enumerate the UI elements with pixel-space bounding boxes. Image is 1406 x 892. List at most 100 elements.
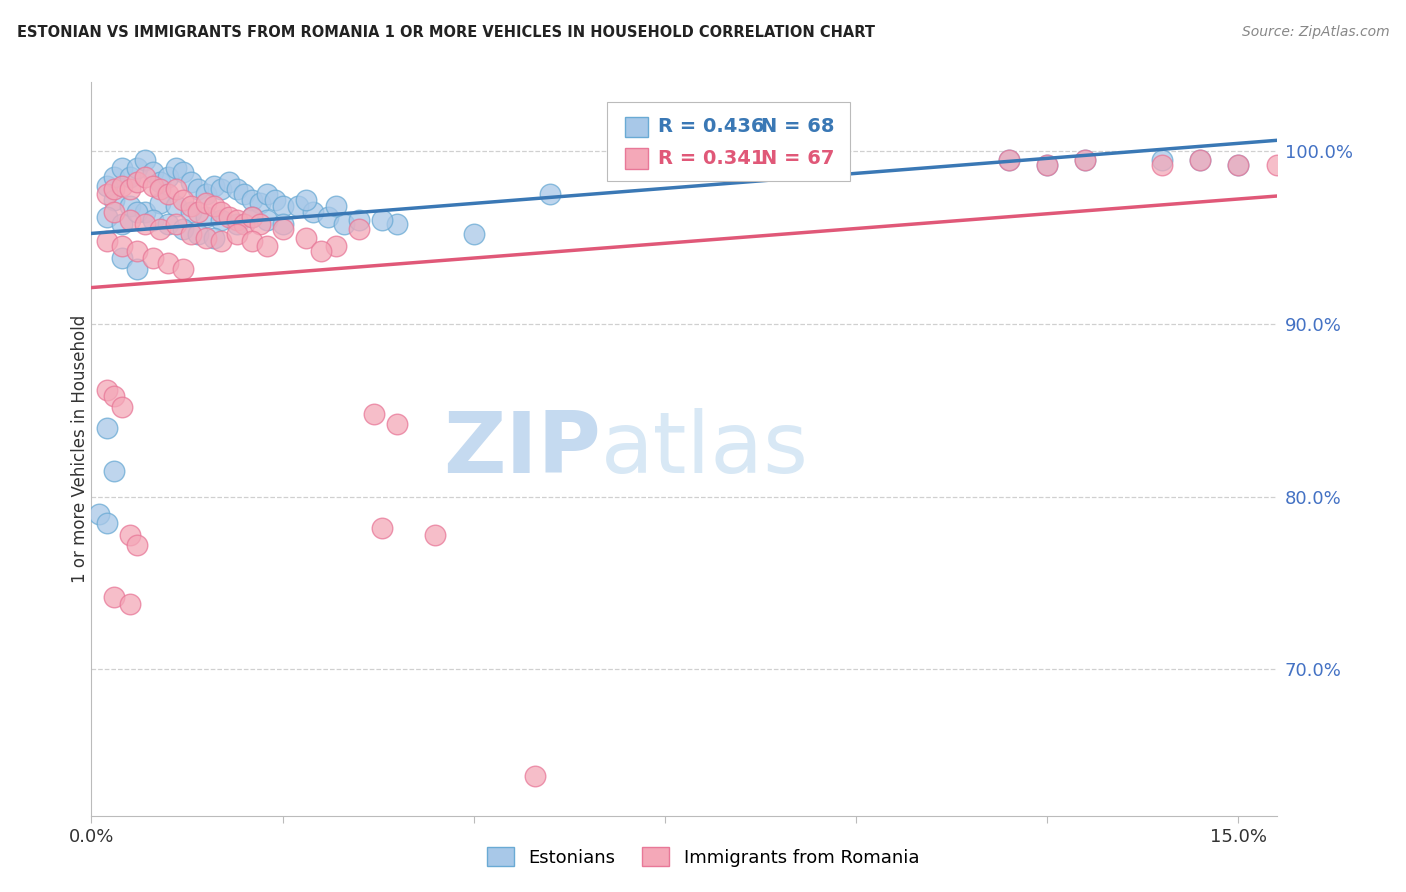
Text: ZIP: ZIP — [443, 408, 600, 491]
Point — [187, 182, 209, 196]
FancyBboxPatch shape — [624, 148, 648, 169]
Point — [156, 256, 179, 270]
Text: R = 0.341: R = 0.341 — [658, 149, 765, 168]
Point — [96, 383, 118, 397]
Point — [1189, 153, 1212, 167]
Point — [142, 165, 165, 179]
Point — [118, 182, 141, 196]
Point — [134, 153, 156, 167]
Point — [387, 417, 409, 431]
Point — [180, 227, 202, 241]
Point — [240, 210, 263, 224]
Point — [149, 175, 172, 189]
Point — [180, 204, 202, 219]
Point — [233, 187, 256, 202]
Point — [202, 199, 225, 213]
Point — [187, 227, 209, 241]
Point — [225, 182, 247, 196]
Point — [209, 182, 232, 196]
Point — [1150, 158, 1173, 172]
Point — [240, 210, 263, 224]
Point — [180, 175, 202, 189]
Point — [1265, 158, 1288, 172]
Legend: Estonians, Immigrants from Romania: Estonians, Immigrants from Romania — [479, 840, 927, 874]
Point — [294, 230, 316, 244]
Point — [134, 170, 156, 185]
Point — [209, 234, 232, 248]
Point — [103, 590, 125, 604]
Point — [127, 161, 149, 176]
Point — [271, 199, 294, 213]
Point — [318, 210, 340, 224]
Point — [256, 239, 278, 253]
Point — [1150, 153, 1173, 167]
Point — [127, 175, 149, 189]
Point — [998, 153, 1021, 167]
Point — [1036, 158, 1059, 172]
Point — [165, 199, 187, 213]
Text: N = 67: N = 67 — [761, 149, 834, 168]
Point — [96, 234, 118, 248]
Y-axis label: 1 or more Vehicles in Household: 1 or more Vehicles in Household — [72, 315, 89, 583]
Point — [325, 199, 347, 213]
Point — [187, 204, 209, 219]
Point — [149, 222, 172, 236]
Point — [225, 213, 247, 227]
Text: atlas: atlas — [600, 408, 808, 491]
Point — [172, 193, 194, 207]
Point — [998, 153, 1021, 167]
Point — [1189, 153, 1212, 167]
Point — [96, 420, 118, 434]
Point — [195, 196, 218, 211]
Text: R = 0.436: R = 0.436 — [658, 117, 765, 136]
Point — [172, 261, 194, 276]
Point — [103, 170, 125, 185]
Point — [233, 217, 256, 231]
Point — [118, 527, 141, 541]
Point — [111, 239, 134, 253]
Point — [347, 213, 370, 227]
Point — [347, 222, 370, 236]
Point — [111, 252, 134, 266]
Point — [165, 161, 187, 176]
Point — [325, 239, 347, 253]
Text: N = 68: N = 68 — [761, 117, 835, 136]
Point — [156, 170, 179, 185]
Point — [103, 464, 125, 478]
Point — [387, 217, 409, 231]
Point — [134, 217, 156, 231]
Point — [156, 187, 179, 202]
Point — [127, 538, 149, 552]
Point — [195, 210, 218, 224]
Point — [425, 527, 447, 541]
Point — [142, 178, 165, 193]
Point — [96, 210, 118, 224]
Point — [142, 252, 165, 266]
Point — [309, 244, 332, 259]
Point — [1036, 158, 1059, 172]
Point — [363, 407, 385, 421]
Point — [96, 178, 118, 193]
Point — [271, 222, 294, 236]
Point — [218, 210, 240, 224]
Point — [180, 199, 202, 213]
Point — [118, 170, 141, 185]
Point — [103, 204, 125, 219]
Point — [103, 193, 125, 207]
Point — [294, 193, 316, 207]
Point — [1227, 158, 1250, 172]
Point — [371, 521, 394, 535]
Point — [1074, 153, 1097, 167]
Point — [256, 187, 278, 202]
Point — [1227, 158, 1250, 172]
Point — [249, 217, 271, 231]
Point — [195, 187, 218, 202]
Point — [118, 199, 141, 213]
Point — [523, 769, 546, 783]
Point — [240, 234, 263, 248]
Point — [149, 182, 172, 196]
Point — [96, 516, 118, 530]
Point — [142, 213, 165, 227]
Point — [103, 389, 125, 403]
Point — [218, 175, 240, 189]
